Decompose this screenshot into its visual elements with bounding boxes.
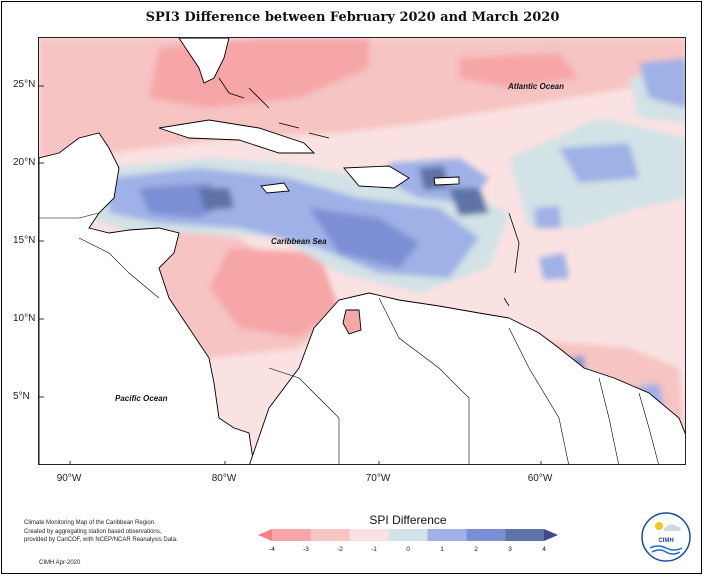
graticule-ticks	[39, 85, 542, 464]
lat-label-15n: 15°N	[13, 235, 36, 246]
legend-swatch	[544, 529, 558, 541]
legend-tick-label: 2	[474, 546, 478, 553]
legend-tick-label: -3	[303, 546, 309, 553]
footnote-line: provided by CariCOF, with NCEP/NCAR Rean…	[24, 537, 178, 543]
logo-text: CIMH	[658, 538, 673, 544]
legend-swatch	[310, 529, 350, 541]
footnote: Climate Monitoring Map of the Caribbean …	[24, 519, 178, 545]
legend-tick-label: -2	[337, 546, 343, 553]
caribbean-sea-label: Caribbean Sea	[271, 237, 327, 246]
footnote-line: Climate Monitoring Map of the Caribbean …	[24, 520, 156, 526]
legend-swatch	[388, 529, 428, 541]
wave-icon	[649, 545, 683, 551]
logo-ring	[641, 512, 691, 562]
lat-label-5n: 5°N	[13, 391, 30, 402]
credit-text: CIMH Apr-2020	[39, 560, 81, 566]
legend-tick-label: 4	[542, 546, 546, 553]
lon-label-70w: 70°W	[365, 473, 391, 484]
legend-swatch	[349, 529, 389, 541]
wave-icon-2	[651, 549, 681, 555]
lat-label-20n: 20°N	[13, 157, 36, 168]
lon-label-90w: 90°W	[56, 473, 82, 484]
spi-map	[39, 38, 685, 464]
island-outlines	[218, 77, 520, 307]
sun-icon	[655, 522, 663, 530]
country-borders	[39, 212, 659, 464]
legend-colorbar	[258, 529, 558, 541]
cimh-logo: CIMH	[641, 512, 691, 562]
land-masses	[39, 38, 685, 464]
legend-swatch	[427, 529, 467, 541]
legend-title: SPI Difference	[369, 513, 447, 527]
legend-tick-label: 3	[508, 546, 512, 553]
lat-label-10n: 10°N	[13, 313, 36, 324]
footnote-line: Created by aggregating station based obs…	[24, 528, 162, 535]
legend-swatch	[272, 529, 311, 541]
legend-swatch	[466, 529, 506, 541]
lat-label-25n: 25°N	[13, 79, 36, 90]
lon-label-80w: 80°W	[211, 473, 237, 484]
legend-swatch	[505, 529, 544, 541]
legend-tick-label: -1	[371, 546, 377, 553]
map-title: SPI3 Difference between February 2020 an…	[145, 10, 560, 25]
lon-label-60w: 60°W	[527, 473, 553, 484]
legend-tick-label: -4	[269, 546, 275, 553]
pacific-ocean-label: Pacific Ocean	[115, 394, 168, 403]
atlantic-ocean-label: Atlantic Ocean	[508, 82, 565, 91]
cloud-icon	[664, 524, 681, 531]
legend-tick-label: 0	[406, 546, 410, 553]
legend-swatch	[258, 529, 272, 541]
map-panel	[38, 37, 686, 465]
legend-tick-label: 1	[440, 546, 444, 553]
